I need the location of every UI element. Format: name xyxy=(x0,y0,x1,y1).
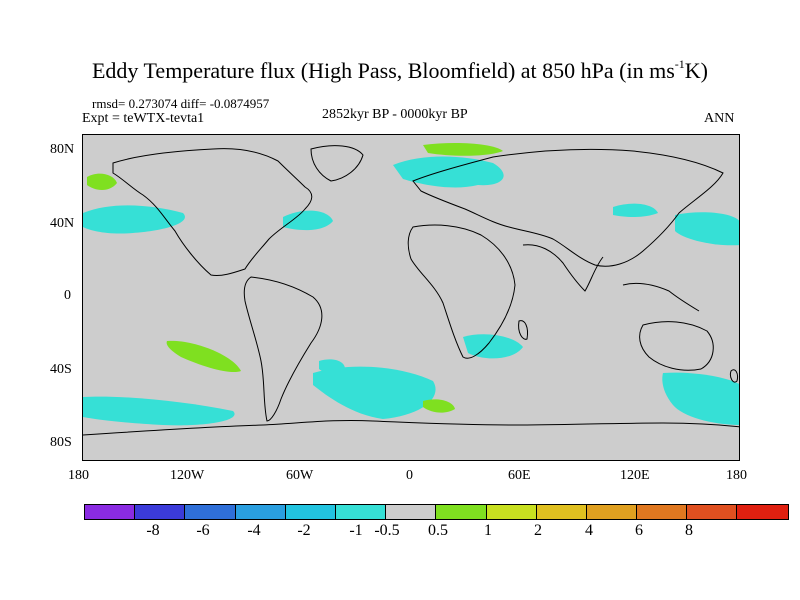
coast-south-asia xyxy=(522,244,604,292)
colorbar-label: 2 xyxy=(534,522,542,539)
colorbar-box xyxy=(235,505,286,519)
colorbar-box xyxy=(135,505,186,519)
anomaly-south-africa xyxy=(463,334,523,359)
experiment-label: Expt = teWTX-tevta1 xyxy=(82,111,205,126)
lat-label-40n: 40N xyxy=(50,216,75,231)
positive-south-pacific xyxy=(166,340,241,373)
coast-new-zealand xyxy=(730,369,738,383)
colorbar-label: 0.5 xyxy=(428,522,448,539)
anomaly-southern-ocean-ind xyxy=(662,372,739,425)
anomaly-south-america-east xyxy=(319,359,345,373)
colorbar-box xyxy=(386,505,437,519)
coast-antarctica xyxy=(83,419,739,436)
positive-alaska xyxy=(87,173,117,190)
lat-label-40s: 40S xyxy=(50,362,72,377)
colorbar-label: 6 xyxy=(635,522,643,539)
colorbar-box xyxy=(687,505,738,519)
anomaly-gulf-stream xyxy=(283,210,333,231)
colorbar-label: -0.5 xyxy=(374,522,400,539)
anomaly-east-asia xyxy=(613,203,658,217)
lon-label-180-right: 180 xyxy=(726,468,747,483)
lon-label-120e: 120E xyxy=(620,468,650,483)
colorbar-label: -6 xyxy=(196,522,210,539)
positive-north-atlantic xyxy=(423,143,503,156)
lon-label-120w: 120W xyxy=(170,468,205,483)
coast-madagascar xyxy=(518,320,528,340)
colorbar-label: -1 xyxy=(349,522,363,539)
colorbar-box xyxy=(536,505,587,519)
anomaly-kuroshio xyxy=(675,212,739,246)
colorbar-box xyxy=(285,505,336,519)
colorbar-box xyxy=(335,505,387,519)
positive-south-atlantic xyxy=(423,399,455,413)
colorbar-label: 8 xyxy=(685,522,693,539)
coast-maritime-se-asia xyxy=(622,282,700,312)
lon-label-60e: 60E xyxy=(508,468,531,483)
stats-label: rmsd= 0.273074 diff= -0.0874957 xyxy=(92,96,270,111)
coast-greenland xyxy=(310,145,364,182)
colorbar-box xyxy=(737,505,788,519)
lat-label-80n: 80N xyxy=(50,142,75,157)
colorbar-box xyxy=(85,505,136,519)
colorbar-label: -8 xyxy=(146,522,160,539)
anomaly-north-pacific-west xyxy=(83,205,185,234)
colorbar-box xyxy=(637,505,688,519)
colorbar-box xyxy=(486,505,537,519)
period-label: 2852kyr BP - 0000kyr BP xyxy=(322,107,468,122)
colorbar xyxy=(84,504,789,520)
colorbar-box xyxy=(185,505,236,519)
lat-label-0: 0 xyxy=(64,288,71,303)
anomaly-north-atlantic xyxy=(393,156,504,188)
coast-north-america xyxy=(112,148,313,276)
lon-label-180-left: 180 xyxy=(68,468,89,483)
season-label: ANN xyxy=(704,111,735,126)
coastlines xyxy=(83,145,739,436)
colorbar-label: 1 xyxy=(484,522,492,539)
colorbar-box xyxy=(436,505,487,519)
positive-regions xyxy=(87,143,503,413)
anomaly-southern-ocean-pac xyxy=(83,396,235,426)
lon-label-0: 0 xyxy=(406,468,413,483)
anomaly-southern-ocean-atl xyxy=(313,366,436,419)
colorbar-box xyxy=(586,505,638,519)
colorbar-label: -2 xyxy=(297,522,311,539)
coast-south-america xyxy=(243,276,323,422)
map-panel xyxy=(82,134,740,461)
colorbar-label: -4 xyxy=(247,522,261,539)
colorbar-label: 4 xyxy=(585,522,593,539)
chart-title: Eddy Temperature flux (High Pass, Bloomf… xyxy=(91,56,708,83)
lon-label-60w: 60W xyxy=(286,468,314,483)
coast-australia xyxy=(639,321,714,371)
coast-africa xyxy=(407,224,516,359)
coast-eurasia xyxy=(412,148,724,267)
anomaly-regions xyxy=(83,156,739,426)
map-svg xyxy=(83,143,739,436)
lat-label-80s: 80S xyxy=(50,435,72,450)
